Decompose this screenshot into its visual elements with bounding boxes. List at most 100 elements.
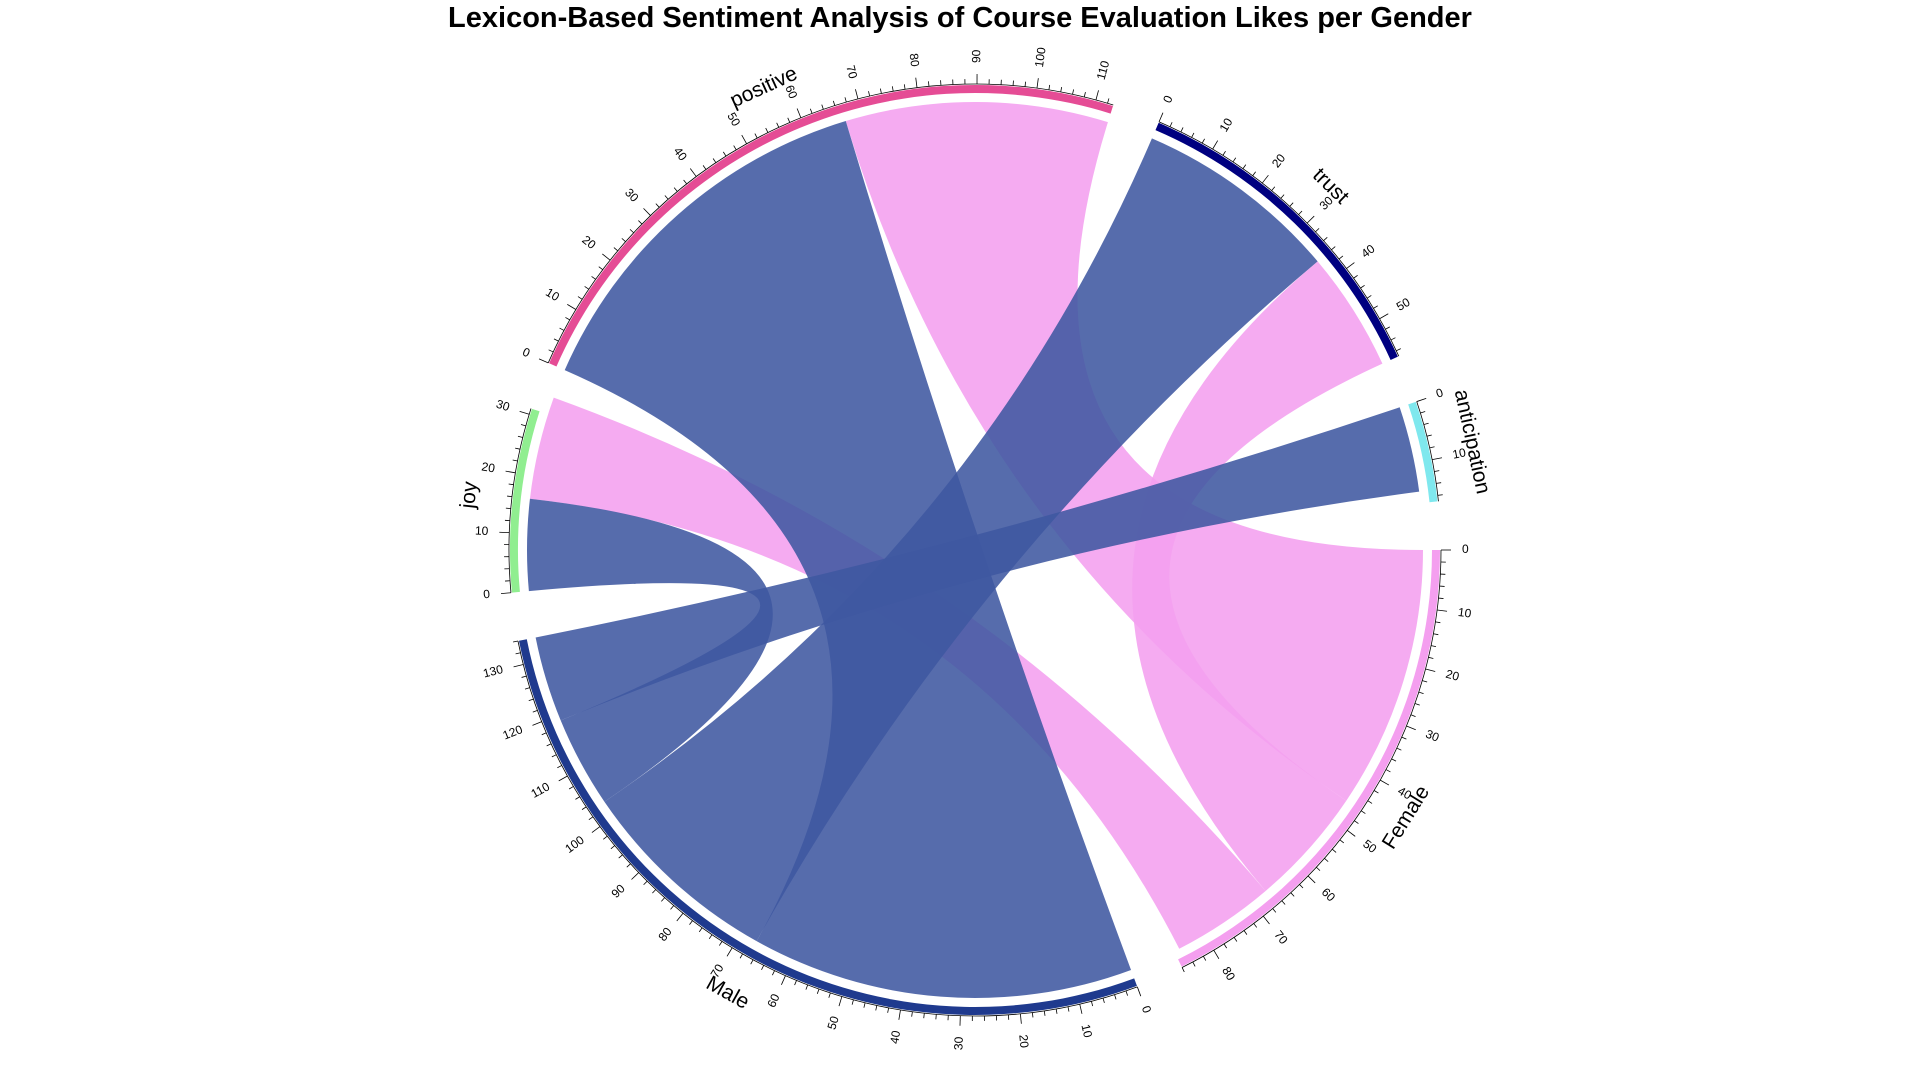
- tick-label: 20: [579, 233, 598, 252]
- tick-mark: [603, 835, 608, 840]
- tick-mark: [1434, 470, 1440, 472]
- tick-mark: [1433, 633, 1439, 636]
- tick-mark: [1416, 397, 1427, 402]
- tick-label: 0: [1160, 93, 1176, 105]
- tick-mark: [698, 927, 703, 933]
- tick-mark: [1181, 967, 1185, 973]
- tick-mark: [519, 410, 530, 415]
- tick-mark: [1431, 645, 1437, 647]
- tick-mark: [559, 327, 565, 331]
- tick-mark: [664, 195, 669, 200]
- tick-label: 100: [1032, 46, 1049, 68]
- tick-mark: [602, 253, 611, 261]
- tick-label: 90: [969, 49, 983, 63]
- tick-mark: [528, 698, 534, 702]
- tick-mark: [1169, 122, 1173, 127]
- tick-mark: [1048, 84, 1051, 90]
- chart-title: Lexicon-Based Sentiment Analysis of Cour…: [448, 2, 1472, 34]
- tick-mark: [1024, 81, 1026, 87]
- tick-mark: [517, 435, 523, 438]
- tick-label: 40: [887, 1029, 903, 1045]
- tick-mark: [670, 905, 675, 910]
- tick-mark: [887, 1007, 889, 1013]
- tick-label: 20: [1016, 1034, 1031, 1049]
- tick-mark: [821, 104, 824, 110]
- tick-mark: [1290, 892, 1295, 897]
- tick-mark: [1437, 494, 1443, 496]
- tick-mark: [1425, 668, 1436, 672]
- tick-mark: [1428, 656, 1434, 659]
- sector-axis-positive: [547, 83, 1114, 364]
- tick-mark: [500, 592, 511, 595]
- tick-mark: [629, 229, 634, 234]
- tick-mark: [655, 203, 660, 208]
- tick-mark: [631, 872, 639, 880]
- tick-mark: [567, 304, 577, 310]
- tick-mark: [515, 447, 521, 450]
- tick-mark: [1222, 150, 1226, 156]
- tick-label: 80: [655, 924, 674, 943]
- tick-mark: [575, 796, 580, 800]
- tick-mark: [1079, 1003, 1083, 1014]
- sector-label-anticipation: anticipation: [1450, 387, 1495, 496]
- tick-mark: [548, 349, 554, 353]
- tick-mark: [565, 317, 570, 321]
- tick-mark: [1232, 157, 1237, 163]
- tick-mark: [750, 959, 754, 965]
- tick-mark: [1180, 127, 1184, 133]
- tick-mark: [1031, 1012, 1034, 1018]
- tick-mark: [761, 965, 765, 971]
- tick-label: 20: [1444, 667, 1461, 684]
- sector-axis-joy: [508, 408, 532, 593]
- tick-mark: [613, 247, 618, 252]
- tick-mark: [689, 920, 693, 925]
- tick-label: 70: [843, 64, 860, 81]
- tick-mark: [708, 934, 713, 940]
- tick-label: 30: [1424, 727, 1442, 745]
- tick-mark: [718, 941, 723, 946]
- tick-mark: [1366, 295, 1372, 299]
- tick-mark: [1339, 839, 1345, 844]
- tick-mark: [722, 151, 727, 157]
- tick-mark: [598, 266, 604, 270]
- tick-mark: [1261, 174, 1269, 184]
- tick-mark: [1192, 961, 1196, 967]
- tick-mark: [772, 970, 775, 976]
- tick-mark: [1102, 997, 1105, 1003]
- tick-mark: [754, 133, 758, 139]
- tick-mark: [898, 1009, 901, 1020]
- tick-mark: [661, 897, 665, 902]
- tick-mark: [875, 1005, 878, 1011]
- tick-mark: [1360, 810, 1366, 814]
- tick-mark: [809, 108, 813, 114]
- tick-mark: [838, 996, 843, 1007]
- tick-mark: [1353, 275, 1358, 279]
- tick-mark: [832, 100, 836, 106]
- tick-mark: [844, 97, 847, 103]
- tick-mark: [1410, 714, 1416, 717]
- tick-mark: [1289, 202, 1294, 207]
- chord-link-female-trust: [1132, 261, 1383, 891]
- tick-label: 70: [1271, 928, 1290, 947]
- chord-link-female-positive: [845, 101, 1423, 801]
- tick-mark: [1091, 1001, 1094, 1007]
- tick-mark: [1125, 990, 1128, 996]
- tick-label: 100: [562, 833, 587, 856]
- tick-label: 10: [1457, 605, 1472, 621]
- tick-label: 60: [1319, 885, 1339, 905]
- tick-mark: [515, 652, 521, 655]
- tick-mark: [1438, 597, 1444, 599]
- tick-mark: [1418, 691, 1424, 695]
- tick-mark: [638, 220, 643, 225]
- tick-mark: [568, 786, 574, 790]
- tick-mark: [538, 358, 549, 364]
- tick-mark: [787, 117, 791, 123]
- tick-mark: [1158, 112, 1164, 123]
- tick-mark: [712, 158, 717, 163]
- sector-arc-female: [1178, 550, 1440, 967]
- tick-mark: [1390, 337, 1396, 341]
- tick-mark: [626, 863, 631, 868]
- tick-mark: [581, 806, 587, 810]
- tick-label: 110: [529, 779, 553, 801]
